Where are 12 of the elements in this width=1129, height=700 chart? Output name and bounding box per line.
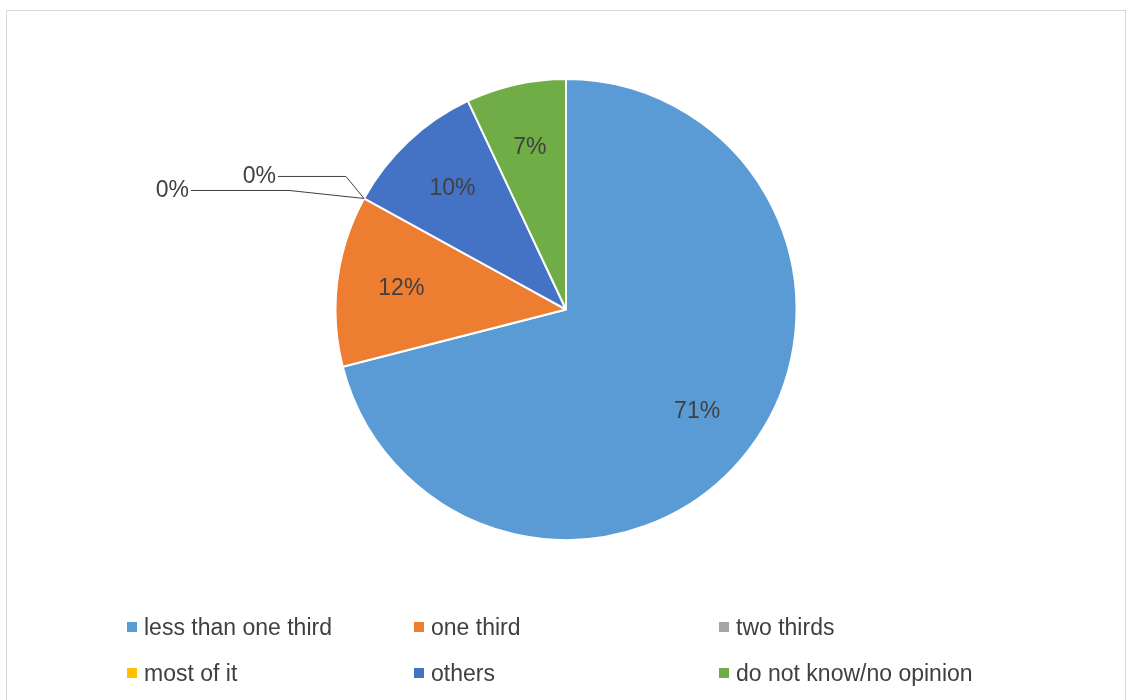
data-label: 71% [674, 396, 721, 423]
data-label: 12% [378, 274, 425, 301]
legend-label: less than one third [144, 613, 332, 641]
text: 0% [155, 175, 190, 202]
legend-label: do not know/no opinion [736, 659, 973, 687]
legend-label: two thirds [736, 613, 835, 641]
legend-label: one third [431, 613, 521, 641]
data-label: 7% [513, 132, 547, 159]
legend-label: others [431, 659, 495, 687]
data-label: 10% [429, 173, 476, 200]
text: 0% [242, 161, 277, 188]
legend-label: most of it [144, 659, 238, 687]
